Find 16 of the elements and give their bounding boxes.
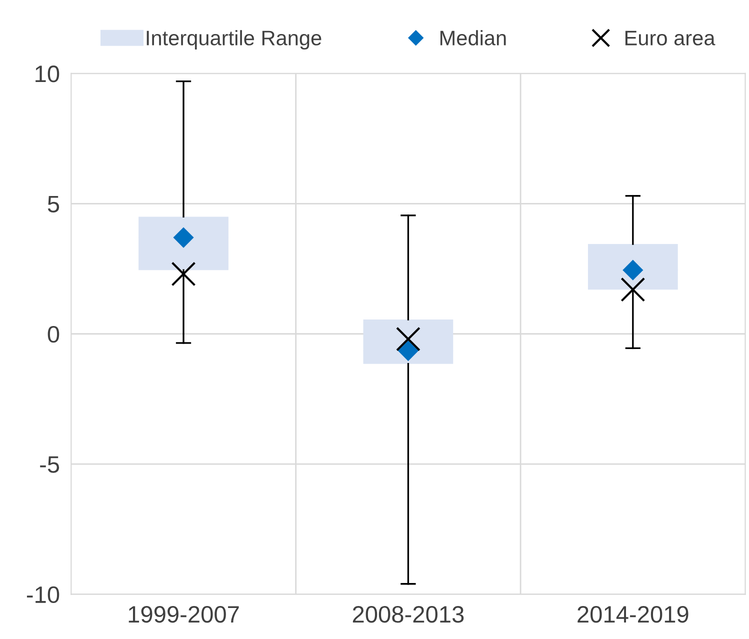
y-tick-label: -5: [40, 456, 60, 473]
y-tick-label: -10: [26, 586, 60, 604]
point: [173, 227, 194, 248]
point: [171, 262, 196, 286]
point: [622, 260, 644, 280]
x-tick-label: 1999-2007: [128, 606, 239, 623]
point: [398, 340, 419, 362]
point: [620, 277, 646, 302]
legend-label: Median: [440, 30, 506, 46]
y-tick-label: 0: [48, 326, 60, 343]
legend-label: Interquartile Range: [146, 30, 322, 50]
legend-label: Euro area: [625, 30, 716, 46]
y-tick-label: 5: [48, 196, 60, 212]
x-tick-label: 2014-2019: [578, 606, 688, 623]
x-tick-label: 2008-2013: [352, 606, 464, 623]
y-tick-label: 10: [36, 66, 60, 82]
